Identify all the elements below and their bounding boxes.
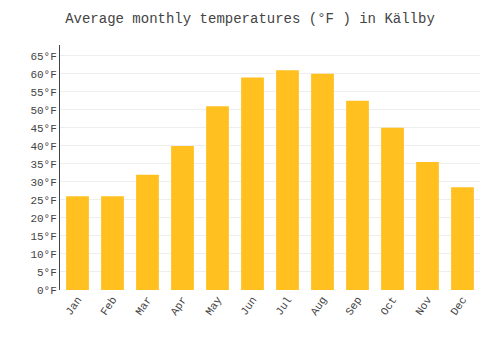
svg-text:35°F: 35°F [30, 159, 56, 171]
svg-text:Sep: Sep [343, 294, 364, 317]
svg-text:Jan: Jan [63, 294, 84, 317]
svg-text:May: May [203, 294, 224, 317]
svg-text:Apr: Apr [168, 294, 189, 317]
svg-text:40°F: 40°F [30, 141, 56, 153]
svg-text:65°F: 65°F [30, 51, 56, 63]
svg-text:Jun: Jun [238, 294, 259, 317]
svg-text:Nov: Nov [413, 294, 434, 317]
svg-text:Mar: Mar [133, 294, 154, 317]
svg-text:45°F: 45°F [30, 123, 56, 135]
svg-text:20°F: 20°F [30, 213, 56, 225]
svg-text:10°F: 10°F [30, 249, 56, 261]
svg-text:50°F: 50°F [30, 105, 56, 117]
svg-text:Feb: Feb [98, 294, 119, 317]
svg-text:60°F: 60°F [30, 69, 56, 81]
svg-text:15°F: 15°F [30, 231, 56, 243]
svg-text:Average monthly temperatures (: Average monthly temperatures (°F ) in Kä… [65, 11, 435, 27]
svg-text:Dec: Dec [448, 294, 469, 317]
svg-text:Aug: Aug [308, 294, 329, 317]
svg-text:Oct: Oct [378, 294, 399, 317]
svg-text:0°F: 0°F [37, 285, 57, 297]
svg-text:25°F: 25°F [30, 195, 56, 207]
svg-text:30°F: 30°F [30, 177, 56, 189]
svg-text:55°F: 55°F [30, 87, 56, 99]
svg-text:5°F: 5°F [37, 267, 57, 279]
svg-text:Jul: Jul [273, 294, 294, 317]
